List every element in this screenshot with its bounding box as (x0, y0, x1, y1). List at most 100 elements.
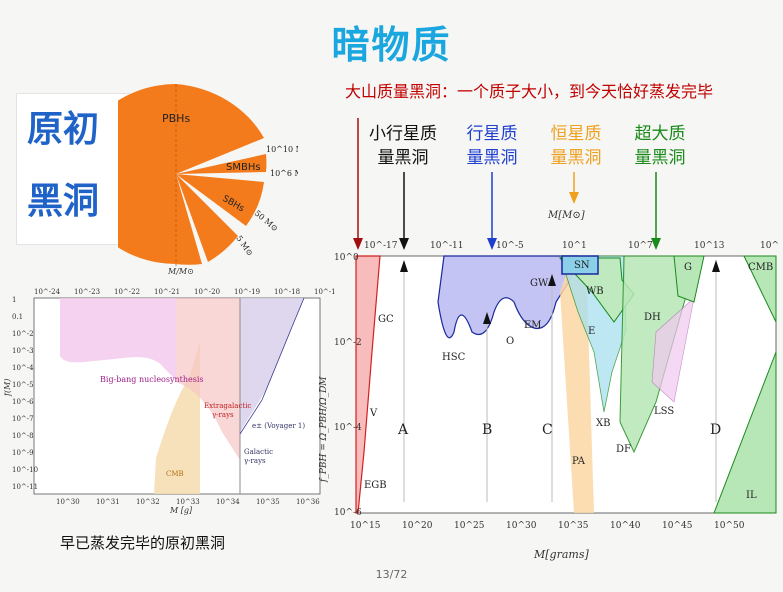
bottom-tick-label: 10^31 (96, 498, 120, 506)
region-label: DH (644, 312, 661, 323)
pie-chart: PBHs SMBHs 10^10 M⊙ 10^6 M⊙ SBHs 50 M⊙ 5… (118, 84, 298, 276)
region-label: LSS (654, 406, 674, 417)
arrow-stellar-head (569, 192, 579, 204)
region-label: WB (586, 286, 604, 297)
page-title: 暗物质 (331, 23, 452, 67)
arrow-planet-head (487, 238, 497, 250)
category-stellar-mass: 恒星质 量黑洞 (536, 122, 616, 170)
y-tick-label: 10^-10 (12, 466, 38, 474)
region-label: EGB (364, 480, 387, 491)
top-tick-label: 10^-21 (154, 288, 180, 296)
arrow-mountain-head (353, 238, 363, 250)
pie-slice-pbhs (176, 84, 264, 174)
pie-label-mass1: 10^6 M⊙ (270, 169, 298, 178)
region-label: DF (616, 444, 631, 455)
category-label: 量黑洞 (466, 148, 518, 168)
bottom-tick-label: 10^32 (136, 498, 160, 506)
y-tick-label: 10^-8 (12, 432, 34, 440)
y-tick-label: 10^-11 (12, 483, 38, 491)
arrow-label: C (542, 422, 553, 438)
category-label: 量黑洞 (634, 148, 686, 168)
category-arrows (353, 118, 661, 250)
region-label: PA (572, 456, 586, 467)
label-line2: 黑洞 (27, 181, 100, 222)
region-label: O (506, 336, 514, 347)
bottom-tick-label: 10^50 (714, 521, 745, 531)
top-tick-label: 10^-11 (430, 241, 464, 251)
region-label: IL (746, 490, 757, 501)
galactic-region (240, 298, 304, 432)
region-label: CMB (748, 262, 773, 273)
region-cmb (743, 255, 777, 323)
region-labels: GC V EGB HSC O EM GW SN WB E XB PA DF DH LSS G CMB IL (364, 260, 773, 501)
cmb-label: CMB (166, 470, 184, 478)
pie-axis-label: M/M⊙ (167, 267, 194, 276)
arrow-label: A (397, 422, 409, 438)
arrow-c-head (548, 274, 556, 286)
region-label: SN (574, 260, 590, 271)
y-tick-label: 10^-6 (12, 398, 34, 406)
region-label: HSC (442, 352, 466, 363)
category-asteroid-mass: 小行星质 量黑洞 (360, 122, 446, 170)
pie-label-mass3: 5 M⊙ (234, 234, 254, 258)
arrow-b-head (483, 312, 491, 324)
bbn-region (60, 298, 176, 380)
top-tick-label: 10^-20 (194, 288, 220, 296)
evaporated-pbh-plot: Big-bang nucleosynthesis Extragalactic γ… (4, 288, 336, 515)
category-supermassive: 超大质 量黑洞 (620, 122, 700, 170)
top-tick-label: 10^-24 (34, 288, 61, 296)
bbn-label: Big-bang nucleosynthesis (100, 375, 204, 384)
top-tick-label: 10^-18 (274, 288, 300, 296)
voyager-curve (239, 297, 305, 435)
right-top-ticks: 10^-17 10^-11 10^-5 10^1 10^7 10^13 10^19 (364, 241, 780, 251)
category-label: 恒星质 (550, 124, 602, 144)
y-tick-label: 10^-7 (12, 415, 34, 423)
extragalactic-label: Extragalactic (204, 402, 251, 410)
bottom-tick-label: 10^35 (558, 521, 589, 531)
arrow-supermassive-head (651, 238, 661, 250)
region-il (713, 351, 777, 514)
arrow-label: B (482, 422, 492, 438)
region-label: E (588, 326, 595, 337)
voyager-label: e± (Voyager 1) (252, 422, 305, 430)
category-label: 小行星质 (369, 124, 437, 144)
arrow-asteroid-head (399, 238, 409, 250)
left-y-ticks: 1 0.1 10^-2 10^-3 10^-4 10^-5 10^-6 10^-7 10^-8 1… (12, 296, 38, 491)
bottom-caption: 早已蒸发完毕的原初黑洞 (60, 534, 226, 552)
bottom-tick-label: 10^35 (256, 498, 280, 506)
top-tick-label: 10^19 (760, 241, 780, 251)
top-tick-label: 10^1 (562, 241, 587, 251)
region-g (673, 255, 705, 303)
category-label: 超大质 (634, 124, 686, 144)
y-tick-label: 0.1 (12, 313, 23, 321)
right-xlabel: M[grams] (533, 548, 589, 561)
bottom-tick-label: 10^30 (506, 521, 537, 531)
y-tick-label: 10^-4 (12, 364, 34, 372)
category-planet-mass: 行星质 量黑洞 (452, 122, 532, 170)
left-top-ticks: 10^-24 10^-23 10^-22 10^-21 10^-20 10^-19 10^-… (34, 288, 336, 296)
y-tick-label: 10^-2 (334, 338, 362, 348)
y-tick-label: 10^-3 (12, 347, 34, 355)
top-tick-label: 10^7 (628, 241, 653, 251)
arrow-labels: A B C D (397, 422, 721, 438)
right-bottom-ticks: 10^15 10^20 10^25 10^30 10^35 10^40 10^45 10^50 (350, 521, 745, 531)
y-tick-label: 10^-5 (12, 381, 34, 389)
bottom-tick-label: 10^34 (216, 498, 240, 506)
subtitle: 大山质量黑洞：一个质子大小，到今天恰好蒸发完毕 (345, 82, 714, 101)
region-hsc-o-em (437, 255, 579, 339)
top-tick-label: 10^-23 (74, 288, 100, 296)
top-tick-label: 10^-17 (364, 241, 398, 251)
bottom-tick-label: 10^36 (296, 498, 320, 506)
pie-main-label: PBHs (162, 112, 190, 125)
primordial-black-hole-label: 原初 黑洞 (16, 93, 130, 245)
bottom-tick-label: 10^45 (662, 521, 693, 531)
region-label: V (369, 408, 378, 419)
pie-label-mass2: 50 M⊙ (253, 209, 280, 234)
top-tick-label: 10^-19 (234, 288, 260, 296)
bottom-tick-label: 10^30 (56, 498, 80, 506)
y-tick-label: 1 (12, 296, 16, 304)
top-axis-label: M[M⊙] (547, 210, 585, 221)
top-tick-label: 10^-17 (314, 288, 336, 296)
category-label: 行星质 (466, 124, 518, 144)
